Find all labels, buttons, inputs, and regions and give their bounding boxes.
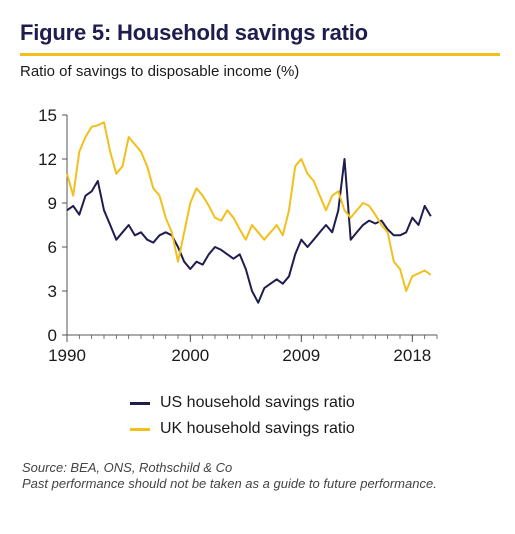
chart-footer: Source: BEA, ONS, Rothschild & Co Past p…: [22, 460, 492, 492]
y-tick-label: 3: [48, 282, 57, 301]
y-tick-label: 6: [48, 238, 57, 257]
y-tick-label: 12: [38, 150, 57, 169]
legend-swatch-us: [130, 401, 150, 405]
x-tick-label: 2009: [282, 346, 320, 365]
series-line-us: [66, 158, 432, 304]
y-tick-label: 0: [48, 326, 57, 345]
legend-swatch-uk: [130, 427, 150, 431]
x-tick-label: 2018: [393, 346, 431, 365]
disclaimer-note: Past performance should not be taken as …: [22, 476, 437, 491]
source-note: Source: BEA, ONS, Rothschild & Co: [22, 460, 233, 475]
chart-subtitle: Ratio of savings to disposable income (%…: [20, 63, 300, 80]
line-chart: 0 3 6 9 12 15 1990 2000 2009 2018: [38, 106, 438, 365]
y-tick-label: 15: [38, 106, 57, 125]
legend-item-uk: UK household savings ratio: [130, 416, 355, 442]
title-rule: [20, 53, 500, 56]
chart-legend: US household savings ratio UK household …: [130, 390, 355, 442]
chart-axes: 0 3 6 9 12 15 1990 2000 2009 2018: [38, 106, 438, 365]
legend-label-us: US household savings ratio: [160, 394, 355, 411]
legend-item-us: US household savings ratio: [130, 390, 355, 416]
chart-title: Figure 5: Household savings ratio: [20, 20, 368, 45]
x-tick-label: 1990: [48, 346, 86, 365]
y-tick-label: 9: [48, 194, 57, 213]
legend-label-uk: UK household savings ratio: [160, 420, 355, 437]
series-line-uk: [66, 121, 432, 292]
chart-series: [66, 121, 432, 304]
x-tick-label: 2000: [171, 346, 209, 365]
